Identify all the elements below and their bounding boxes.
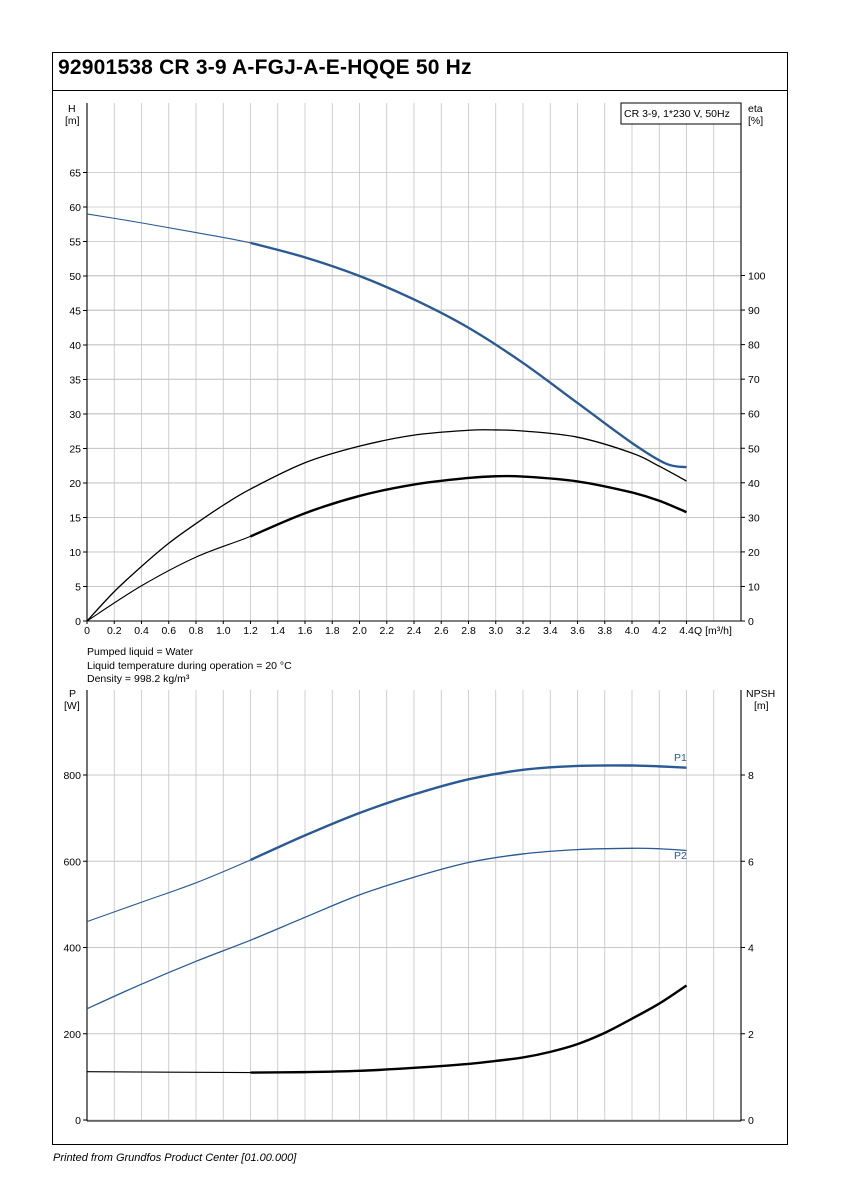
chart-1-x-tick-label: 3.6 [570, 625, 585, 637]
page-frame [52, 52, 788, 1145]
chart-2-left-tick-label: 800 [63, 770, 81, 782]
chart-2-right-tick-label: 0 [748, 1115, 754, 1127]
chart-2-axis-titles: P [W] NPSH [m] P1 P2 [64, 688, 775, 862]
chart-1-right-tick-label: 30 [748, 512, 760, 524]
chart-1-x-tick-label: 2.6 [434, 625, 449, 637]
note-pumped-liquid: Pumped liquid = Water [87, 646, 194, 658]
chart-2-right-axis-unit: [m] [754, 700, 769, 712]
chart-1-right-tick-label: 40 [748, 478, 760, 490]
note-density: Density = 998.2 kg/m³ [87, 673, 190, 685]
chart-1-left-tick-label: 45 [69, 306, 81, 318]
chart-2-series-1-line [86, 847, 687, 1010]
chart-1-series-0-operating-range [250, 241, 687, 469]
chart-2-right-axis-label: NPSH [746, 688, 775, 700]
chart-2-left-axis-unit: [W] [64, 700, 80, 712]
chart-1-right-tick-label: 60 [748, 409, 760, 421]
chart-2-left-tick-label: 400 [63, 943, 81, 955]
chart-1-x-tick-label: 3.2 [516, 625, 531, 637]
chart-1-right-tick-label: 70 [748, 374, 760, 386]
chart-1-right-axis-unit: [%] [748, 115, 763, 127]
chart-1-left-tick-label: 30 [69, 409, 81, 421]
chart-1-right-tick-label: 80 [748, 340, 760, 352]
chart-1-x-tick-label: 3.0 [488, 625, 503, 637]
chart-1-right-tick-label: 10 [748, 581, 760, 593]
chart-1-right-tick-label: 20 [748, 547, 760, 559]
chart-1-left-tick-label: 25 [69, 444, 81, 456]
chart-1-x-tick-label: 3.4 [543, 625, 558, 637]
note-liquid-temperature: Liquid temperature during operation = 20… [87, 660, 292, 672]
chart-1-x-tick-label: 4.4 [679, 625, 694, 637]
chart-1-left-axis-label: H [68, 103, 76, 115]
chart-2-right-tick-label: 6 [748, 856, 754, 868]
chart-1-x-tick-label: 1.8 [325, 625, 340, 637]
chart-1-left-axis-unit: [m] [65, 115, 80, 127]
chart-1-x-tick-label: 1.0 [216, 625, 231, 637]
chart-1-left-tick-label: 65 [69, 168, 81, 180]
chart-2-right-tick-label: 8 [748, 770, 754, 782]
chart-1-x-tick-label: 0 [84, 625, 90, 637]
chart-1-left-tick-label: 40 [69, 340, 81, 352]
chart-1-series-1-line [86, 429, 687, 622]
chart-1-left-tick-label: 60 [69, 202, 81, 214]
chart-1-left-tick-label: 5 [75, 582, 81, 594]
chart-1-x-tick-label: 1.4 [270, 625, 285, 637]
chart-2-left-axis-label: P [69, 688, 76, 700]
chart-1-notes: Pumped liquid = Water Liquid temperature… [87, 646, 292, 685]
chart-2-left-tick-label: 600 [63, 856, 81, 868]
performance-chart: 0 5 10 15 20 25 30 35 40 45 50 55 60 65 0 10 20 30 40 50 60 7… [69, 103, 766, 637]
chart-1-left-tick-label: 0 [75, 616, 81, 628]
chart-1-left-tick-label: 20 [69, 478, 81, 490]
page-title: 92901538 CR 3-9 A-FGJ-A-E-HQQE 50 Hz [58, 56, 472, 79]
chart-1-right-tick-label: 0 [748, 616, 754, 628]
chart-2-right-tick-label: 2 [748, 1029, 754, 1041]
chart-1-right-axis-label: eta [748, 103, 763, 115]
chart-1-x-tick-label: 1.6 [298, 625, 313, 637]
chart-2-right-tick-label: 4 [748, 943, 754, 955]
chart-1-axis-titles: H [m] eta [%] Q [m³/h] [65, 103, 763, 637]
chart-2-series-0-operating-range [250, 764, 687, 862]
chart-1-legend-label: CR 3-9, 1*230 V, 50Hz [624, 108, 730, 120]
chart-1-left-tick-label: 10 [69, 547, 81, 559]
chart-1-left-tick-label: 55 [69, 237, 81, 249]
chart-2-left-tick-label: 200 [63, 1029, 81, 1041]
series-label-p2: P2 [674, 850, 687, 862]
chart-1-x-tick-label: 4.0 [625, 625, 640, 637]
chart-1-left-tick-label: 50 [69, 271, 81, 283]
footer-note: Printed from Grundfos Product Center [01… [53, 1152, 297, 1164]
chart-1-x-tick-label: 2.2 [379, 625, 394, 637]
chart-1-x-tick-label: 2.0 [352, 625, 367, 637]
power-npsh-chart: 0 200 400 600 800 0 2 4 6 8 [63, 690, 754, 1127]
chart-2-series-2-operating-range [250, 984, 688, 1074]
chart-1-series-2-operating-range [250, 474, 687, 538]
chart-1-right-tick-label: 100 [748, 271, 766, 283]
series-label-p1: P1 [674, 752, 687, 764]
chart-1-x-tick-label: 0.8 [189, 625, 204, 637]
chart-1-x-tick-label: 1.2 [243, 625, 258, 637]
chart-1-right-tick-label: 90 [748, 305, 760, 317]
chart-1-x-tick-label: 2.8 [461, 625, 476, 637]
title-divider [52, 90, 788, 91]
chart-1-x-tick-label: 2.4 [407, 625, 422, 637]
chart-1-left-tick-label: 35 [69, 375, 81, 387]
chart-1-x-axis-label: Q [m³/h] [694, 625, 732, 637]
chart-1-x-tick-label: 3.8 [597, 625, 612, 637]
chart-1-left-tick-label: 15 [69, 513, 81, 525]
chart-1-x-tick-label: 0.6 [161, 625, 176, 637]
chart-1-x-tick-label: 4.2 [652, 625, 667, 637]
chart-1-legend-box: CR 3-9, 1*230 V, 50Hz [620, 102, 742, 125]
chart-1-x-tick-label: 0.4 [134, 625, 149, 637]
chart-2-left-tick-label: 0 [75, 1115, 81, 1127]
chart-1-x-tick-label: 0.2 [107, 625, 122, 637]
chart-1-right-tick-label: 50 [748, 443, 760, 455]
